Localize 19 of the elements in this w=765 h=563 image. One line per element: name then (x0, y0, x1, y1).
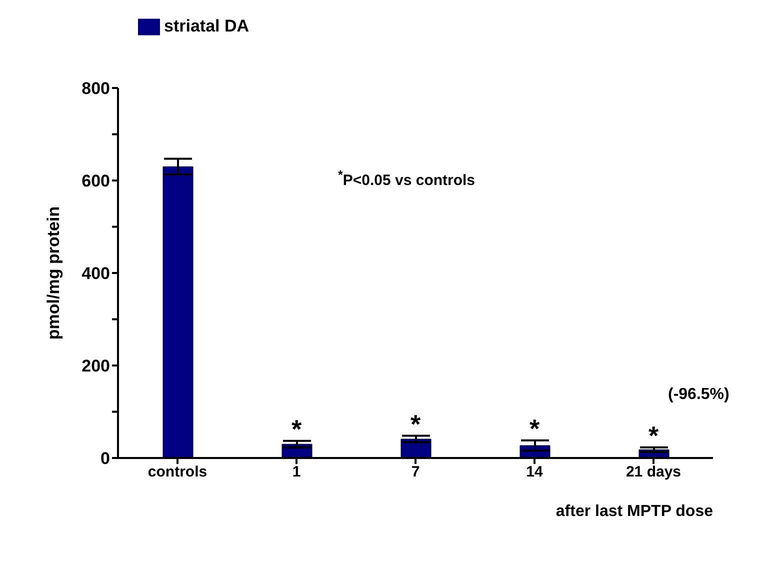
annotation: * (291, 414, 302, 444)
legend-label: striatal DA (164, 16, 250, 36)
y-tick-label: 0 (100, 449, 110, 468)
x-axis-title: after last MPTP dose (556, 503, 714, 520)
y-axis-title: pmol/mg protein (44, 206, 64, 340)
x-tick-label: 14 (526, 464, 544, 481)
y-tick-label: 200 (82, 356, 110, 376)
y-tick-label: 800 (82, 79, 110, 98)
y-tick-label: 400 (82, 264, 110, 284)
y-tick-label: 600 (82, 172, 110, 191)
x-tick-label: controls (148, 464, 208, 481)
annotation: * (410, 408, 422, 439)
x-tick-label: 21 days (626, 464, 682, 481)
x-tick-label: 7 (411, 464, 420, 481)
x-tick-label: 1 (292, 464, 301, 481)
annotation: * (529, 413, 540, 444)
annotation: (-96.5%) (668, 386, 730, 404)
annotation: $^{*}$P<0.05 vs controls (338, 168, 476, 189)
annotation: * (648, 420, 660, 450)
